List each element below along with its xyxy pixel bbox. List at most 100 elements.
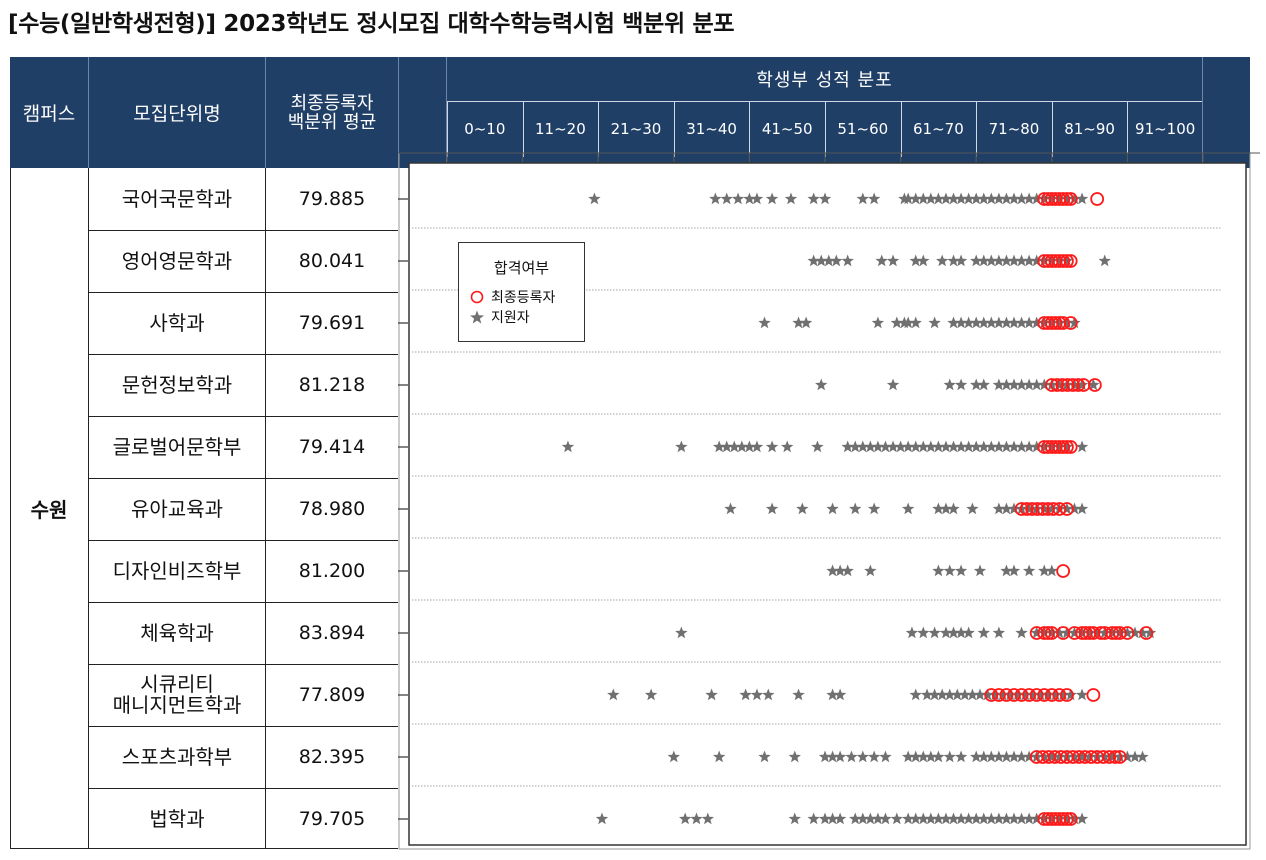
applicant-point xyxy=(1075,192,1089,205)
applicant-point xyxy=(781,440,794,453)
applicant-point xyxy=(939,192,953,205)
applicant-point xyxy=(1053,316,1066,329)
registered-point xyxy=(1087,378,1102,392)
applicant-point xyxy=(992,502,1006,515)
applicant-point xyxy=(796,502,809,515)
registered-point xyxy=(1063,440,1078,454)
applicant-point xyxy=(1034,688,1047,701)
applicant-point xyxy=(992,378,1006,391)
star-icon xyxy=(470,310,484,324)
applicant-point xyxy=(720,192,733,205)
applicant-point xyxy=(894,440,907,453)
registered-point xyxy=(1056,812,1071,826)
applicant-point xyxy=(875,254,888,267)
applicant-point xyxy=(1038,812,1051,825)
unit-average: 77.809 xyxy=(298,684,366,706)
applicant-point xyxy=(1007,750,1021,763)
registered-point xyxy=(1029,688,1044,702)
applicant-point xyxy=(1075,440,1089,453)
applicant-point xyxy=(992,812,1006,825)
applicant-point xyxy=(970,750,983,763)
applicant-point xyxy=(743,192,756,205)
applicant-point xyxy=(1011,688,1024,701)
applicant-point xyxy=(1015,254,1028,267)
applicant-point xyxy=(1045,192,1058,205)
registered-point xyxy=(1071,378,1086,392)
registered-point xyxy=(1035,502,1050,516)
applicant-point xyxy=(826,750,839,763)
applicant-point xyxy=(856,812,869,825)
registered-point xyxy=(1060,192,1074,206)
applicant-point xyxy=(1045,812,1058,825)
applicant-point xyxy=(977,316,990,329)
applicant-point xyxy=(1143,626,1157,639)
applicant-point xyxy=(886,440,900,453)
registered-point xyxy=(1090,192,1105,206)
applicant-point xyxy=(1053,440,1066,453)
applicant-point xyxy=(1000,502,1013,515)
applicant-point xyxy=(973,688,987,701)
applicant-point xyxy=(917,626,930,639)
applicant-point xyxy=(1136,750,1149,763)
unit-name: 체육학과 xyxy=(140,620,214,645)
applicant-point xyxy=(1030,192,1043,205)
applicant-point xyxy=(1045,626,1058,639)
registered-point xyxy=(1056,316,1071,330)
applicant-point xyxy=(1007,316,1021,329)
applicant-point xyxy=(954,316,968,329)
applicant-point xyxy=(901,192,915,205)
applicant-point xyxy=(936,688,949,701)
unit-name: 유아교육과 xyxy=(131,496,223,521)
applicant-point xyxy=(1075,750,1089,763)
applicant-point xyxy=(1075,626,1089,639)
applicant-point xyxy=(1007,192,1021,205)
applicant-point xyxy=(864,812,877,825)
applicant-point xyxy=(1049,688,1062,701)
header-average-line1: 최종등록자 xyxy=(290,92,374,114)
applicant-point xyxy=(962,440,975,453)
applicant-point xyxy=(939,440,953,453)
unit-name: 법학과 xyxy=(149,806,205,831)
applicant-point xyxy=(932,192,945,205)
applicant-point xyxy=(917,812,930,825)
applicant-point xyxy=(928,626,941,639)
registered-point xyxy=(1060,440,1074,454)
applicant-point xyxy=(970,316,983,329)
unit-average: 82.395 xyxy=(298,746,366,768)
registered-point xyxy=(991,688,1006,702)
applicant-point xyxy=(1060,254,1074,267)
applicant-point xyxy=(1019,688,1032,701)
applicant-point xyxy=(1038,378,1051,391)
registered-point xyxy=(1037,688,1052,702)
unit-name: 디자인비즈학부 xyxy=(112,558,242,583)
applicant-point xyxy=(826,564,839,577)
unit-average: 79.414 xyxy=(298,436,366,458)
registered-point xyxy=(1044,688,1059,702)
applicant-point xyxy=(966,502,979,515)
x-bin-label: 81~90 xyxy=(1064,120,1115,138)
applicant-point xyxy=(1015,812,1028,825)
applicant-point xyxy=(1121,626,1134,639)
applicant-point xyxy=(977,254,990,267)
applicant-point xyxy=(1022,440,1036,453)
applicant-point xyxy=(1038,316,1051,329)
applicant-point xyxy=(1038,564,1051,577)
applicant-point xyxy=(924,812,938,825)
applicant-point xyxy=(678,812,692,825)
circle-icon xyxy=(470,290,484,304)
applicant-point xyxy=(595,812,609,825)
applicant-point xyxy=(905,626,919,639)
registered-point xyxy=(1056,192,1071,206)
applicant-point xyxy=(833,812,847,825)
applicant-point xyxy=(970,378,983,391)
applicant-point xyxy=(1068,626,1081,639)
applicant-point xyxy=(1026,688,1040,701)
applicant-point xyxy=(1000,564,1013,577)
applicant-point xyxy=(1053,750,1066,763)
registered-point xyxy=(1052,502,1067,516)
applicant-point xyxy=(644,688,658,701)
applicant-point xyxy=(992,254,1006,267)
registered-point xyxy=(1120,626,1135,640)
applicant-point xyxy=(890,316,903,329)
registered-point xyxy=(1050,378,1064,392)
